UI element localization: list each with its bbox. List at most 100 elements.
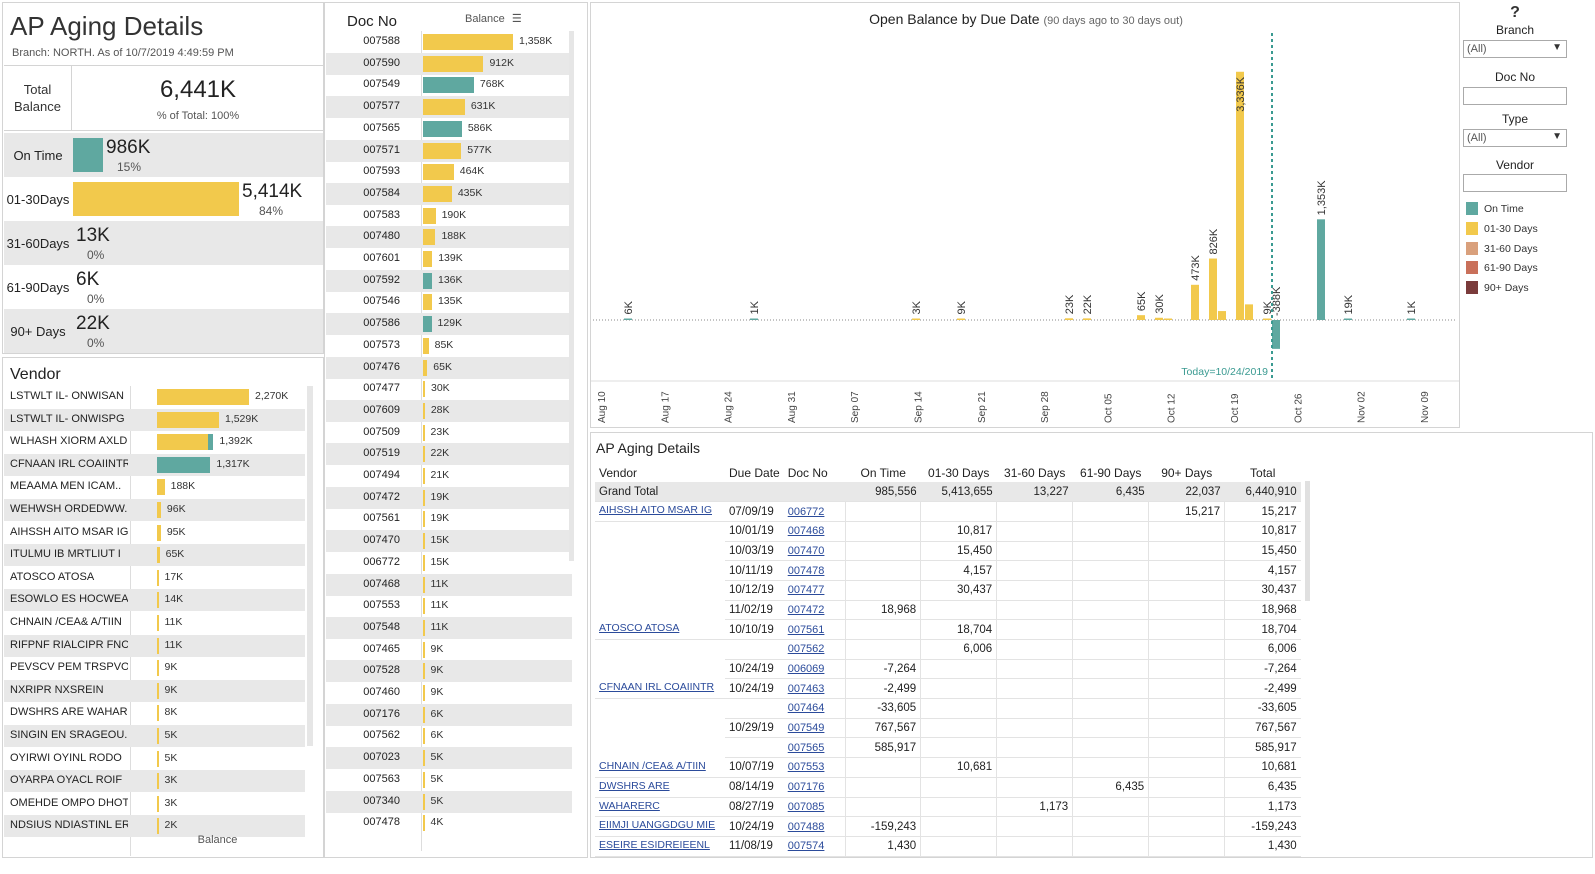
vendor-row[interactable]: OYIRWI OYINL RODO 5K: [4, 748, 305, 770]
doc-row[interactable]: 007590 912K: [326, 52, 572, 75]
vendor-row[interactable]: CFNAAN IRL COAIINTR 1,317K: [4, 453, 305, 476]
vendor-row[interactable]: PEVSCV PEM TRSPVO 9K: [4, 657, 305, 679]
chart-bar[interactable]: [1137, 315, 1145, 320]
doc-no-link[interactable]: 007478: [783, 560, 846, 581]
vendor-row[interactable]: ESOWLO ES HOCWEA.. 14K: [4, 589, 305, 612]
doc-row[interactable]: 007470 15K: [326, 530, 572, 553]
vendor-balance-bar[interactable]: [157, 524, 161, 541]
doc-balance-bar[interactable]: [423, 229, 436, 246]
doc-no-link[interactable]: 007463: [783, 678, 846, 700]
column-header[interactable]: Doc No: [787, 465, 828, 480]
vendor-balance-bar[interactable]: [157, 502, 161, 518]
vendor-row[interactable]: DWSHRS ARE WAHAR.. 8K: [4, 702, 305, 724]
doc-row[interactable]: 007583 190K: [326, 205, 572, 227]
doc-row[interactable]: 007468 11K: [326, 573, 572, 596]
doc-balance-bar[interactable]: [423, 750, 425, 767]
doc-balance-bar[interactable]: [423, 685, 425, 701]
vendor-row[interactable]: ATOSCO ATOSA 17K: [4, 567, 305, 589]
doc-row[interactable]: 007565 586K: [326, 118, 572, 140]
vendor-link[interactable]: DWSHRS ARE: [595, 777, 725, 798]
vendor-row[interactable]: WEHWSH ORDEDWW.. 96K: [4, 499, 305, 521]
doc-row[interactable]: 007601 139K: [326, 248, 572, 270]
vendor-balance-bar[interactable]: [157, 705, 159, 722]
vendor-link[interactable]: EIIMJI UANGGDGU MIE: [595, 816, 725, 837]
vendor-row[interactable]: NXRIPR NXSREIN 9K: [4, 679, 305, 702]
branch-filter-dropdown[interactable]: (All) ▼: [1463, 40, 1567, 58]
doc-row[interactable]: 007562 6K: [326, 725, 572, 747]
doc-row[interactable]: 007528 9K: [326, 660, 572, 683]
aging-bucket-row[interactable]: 90+ Days 22K 0%: [4, 309, 323, 353]
doc-balance-bar[interactable]: [423, 641, 425, 658]
doc-row[interactable]: 007519 22K: [326, 443, 572, 466]
vendor-balance-bar[interactable]: [157, 547, 160, 564]
vendor-row[interactable]: SINGIN EN SRAGEOU.. 5K: [4, 725, 305, 747]
vendor-balance-bar[interactable]: [157, 637, 159, 654]
doc-row[interactable]: 007593 464K: [326, 161, 572, 183]
aging-bucket-bar[interactable]: [73, 182, 239, 216]
vendor-link[interactable]: WAHARERC: [595, 797, 725, 818]
doc-row[interactable]: 007577 631K: [326, 96, 572, 119]
vendor-link[interactable]: ESEIRE ESIDREIEENL: [595, 836, 725, 857]
doc-balance-bar[interactable]: [423, 554, 425, 571]
chart-bar[interactable]: [1209, 258, 1217, 320]
doc-row[interactable]: 007465 9K: [326, 639, 572, 661]
chart-bar[interactable]: [1263, 318, 1271, 321]
vendor-balance-bar[interactable]: [157, 569, 159, 586]
doc-scrollbar[interactable]: [569, 31, 574, 561]
doc-row[interactable]: 007571 577K: [326, 139, 572, 162]
doc-no-link[interactable]: 007085: [783, 797, 846, 818]
doc-balance-bar[interactable]: [423, 815, 425, 832]
doc-balance-bar[interactable]: [423, 316, 432, 333]
doc-row[interactable]: 007588 1,358K: [326, 31, 572, 53]
doc-no-link[interactable]: 006772: [783, 501, 846, 522]
doc-row[interactable]: 007563 5K: [326, 769, 572, 791]
vendor-balance-bar[interactable]: [157, 795, 159, 812]
column-header[interactable]: 61-90 Days: [1080, 465, 1142, 480]
doc-balance-bar[interactable]: [423, 446, 425, 463]
balance-sort-header[interactable]: Balance ☰: [465, 13, 522, 25]
vendor-link[interactable]: CFNAAN IRL COAIINTR: [595, 678, 725, 700]
doc-row[interactable]: 007586 129K: [326, 313, 572, 336]
vendor-row[interactable]: CHNAIN /CEA& A/TIIN 11K: [4, 612, 305, 634]
sort-icon[interactable]: ☰: [511, 13, 522, 25]
doc-no-link[interactable]: 007470: [783, 541, 846, 562]
doc-no-link[interactable]: 007477: [783, 580, 846, 601]
vendor-link[interactable]: AIHSSH AITO MSAR IG: [595, 501, 725, 522]
chart-bar[interactable]: [750, 318, 758, 321]
vendor-filter-input[interactable]: [1463, 174, 1567, 192]
column-header[interactable]: Due Date: [729, 465, 780, 480]
type-filter-dropdown[interactable]: (All) ▼: [1463, 129, 1567, 147]
vendor-row[interactable]: ITULMU IB MRTLIUT I 65K: [4, 544, 305, 567]
vendor-link[interactable]: ATOSCO ATOSA: [595, 619, 725, 640]
doc-row[interactable]: 007584 435K: [326, 182, 572, 205]
chart-bar[interactable]: [1191, 284, 1199, 320]
doc-balance-bar[interactable]: [423, 728, 425, 745]
doc-balance-bar[interactable]: [423, 619, 425, 636]
chart-canvas[interactable]: Aug 10 Aug 17 Aug 24 Aug 31 Sep 07 Sep 14 Sep …: [591, 3, 1459, 427]
help-icon[interactable]: ?: [1510, 4, 1520, 21]
doc-balance-bar[interactable]: [423, 55, 484, 72]
doc-row[interactable]: 007476 65K: [326, 356, 572, 379]
doc-balance-bar[interactable]: [423, 706, 425, 723]
doc-row[interactable]: 007609 28K: [326, 399, 572, 422]
doc-balance-bar[interactable]: [423, 272, 432, 289]
doc-row[interactable]: 007546 135K: [326, 291, 572, 313]
vendor-balance-bar[interactable]: [157, 434, 214, 451]
doc-no-link[interactable]: 007574: [783, 836, 846, 857]
vendor-balance-bar[interactable]: [157, 728, 159, 744]
vendor-row[interactable]: NDSIUS NDIASTINL ER 2K: [4, 815, 305, 838]
column-header[interactable]: 31-60 Days: [1004, 465, 1066, 480]
chart-bar[interactable]: [624, 318, 632, 321]
doc-no-link[interactable]: 007464: [783, 698, 846, 719]
doc-row[interactable]: 007509 23K: [326, 422, 572, 444]
chart-bar[interactable]: [1344, 318, 1352, 321]
doc-balance-bar[interactable]: [423, 511, 425, 528]
vendor-balance-bar[interactable]: [157, 389, 249, 405]
doc-no-link[interactable]: 007565: [783, 737, 846, 759]
doc-row[interactable]: 007553 11K: [326, 595, 572, 617]
doc-row[interactable]: 007340 5K: [326, 790, 572, 813]
doc-no-link[interactable]: 007549: [783, 718, 846, 739]
doc-row[interactable]: 007548 11K: [326, 616, 572, 639]
doc-row[interactable]: 007472 19K: [326, 486, 572, 509]
column-header[interactable]: 90+ Days: [1161, 465, 1213, 480]
